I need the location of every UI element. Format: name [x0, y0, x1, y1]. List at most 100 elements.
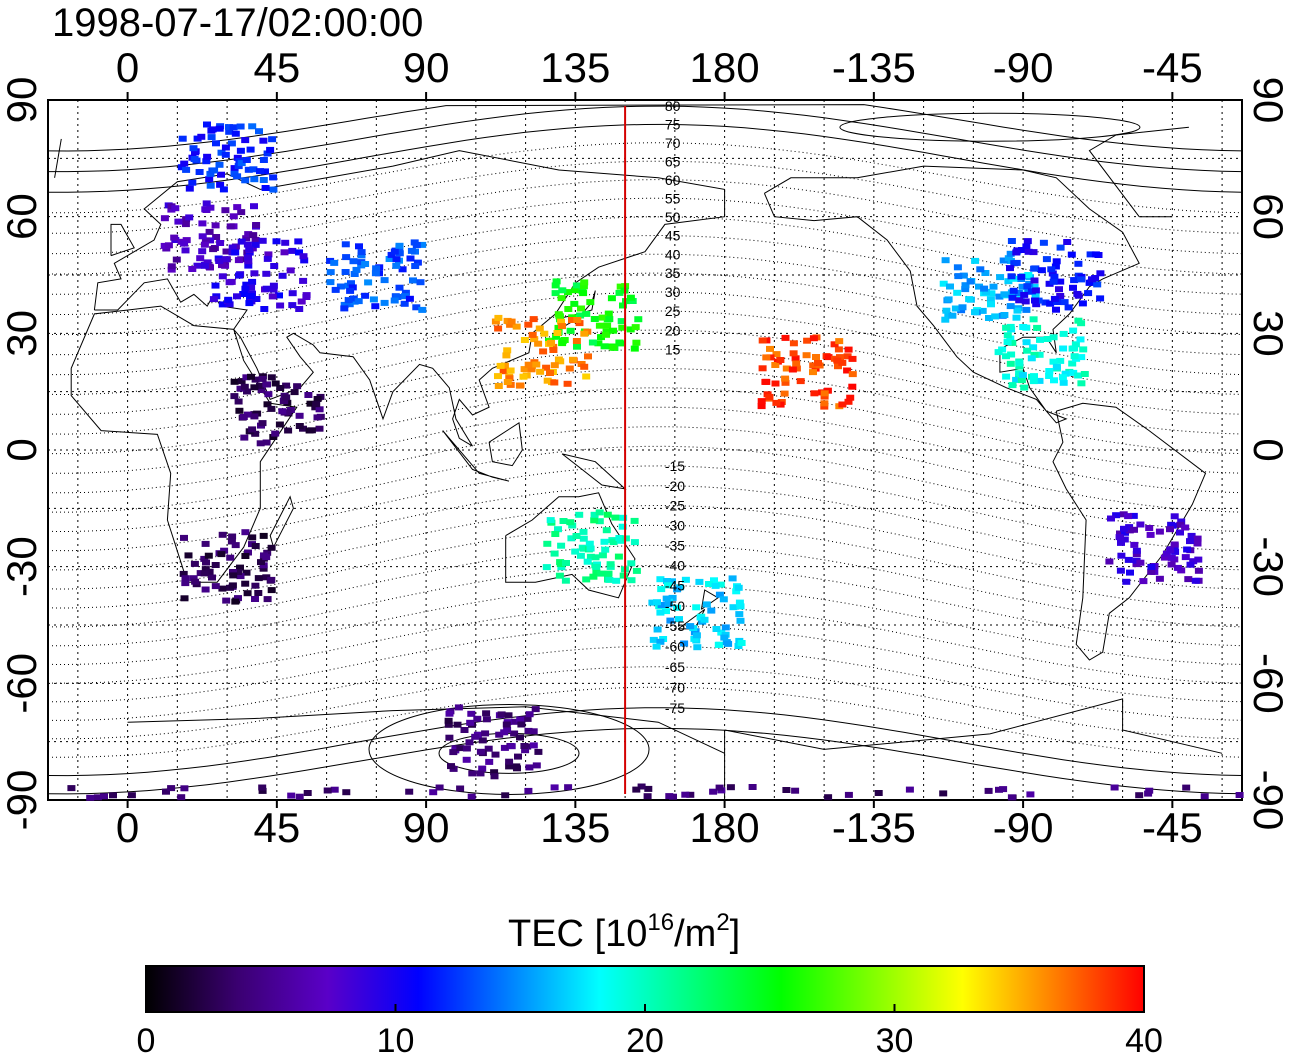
tec-cell — [1069, 369, 1078, 376]
tec-cell — [558, 323, 566, 330]
tec-cell — [757, 403, 766, 410]
tec-cell — [616, 283, 625, 290]
tec-cell — [484, 745, 493, 752]
tec-cell — [250, 203, 258, 210]
tec-cell — [1120, 536, 1129, 543]
tec-cell — [371, 303, 380, 310]
tec-cell — [1030, 277, 1039, 284]
tec-cell — [67, 785, 76, 792]
tec-cell — [312, 401, 321, 408]
magnetic-latitude-contour — [47, 179, 1243, 255]
tec-cell — [160, 215, 169, 222]
tec-cell — [695, 578, 704, 585]
tec-cell — [262, 285, 271, 292]
tec-cell — [180, 160, 189, 167]
tec-cell — [1077, 354, 1086, 361]
magnetic-latitude-label: 80 — [665, 98, 681, 114]
tec-cell — [656, 609, 665, 616]
tec-cell — [984, 787, 993, 794]
tec-cell — [598, 314, 607, 321]
tec-cell — [221, 207, 230, 214]
magnetic-latitude-contour — [47, 387, 1243, 474]
tec-cell — [466, 719, 475, 726]
tec-cell — [524, 727, 533, 734]
tec-cell — [234, 257, 243, 264]
tec-cell — [467, 710, 476, 717]
tec-cell — [605, 576, 614, 583]
magnetic-latitude-contour — [47, 272, 1243, 356]
tec-cell — [241, 529, 250, 536]
tec-cell — [244, 231, 253, 238]
tec-cell — [245, 246, 254, 253]
tec-cell — [326, 269, 335, 276]
magnetic-latitude-contour — [47, 524, 1243, 609]
tec-cell — [781, 379, 790, 386]
tec-cell — [1003, 332, 1012, 339]
tec-cell — [1060, 299, 1069, 306]
tec-cell — [554, 526, 562, 533]
tec-cell — [1129, 512, 1138, 519]
tec-cell — [209, 296, 218, 303]
tec-cell — [598, 552, 607, 559]
tec-cell — [556, 561, 565, 567]
tec-cell — [237, 238, 246, 245]
tec-cell — [572, 533, 581, 539]
tec-cell — [789, 340, 798, 347]
tec-cell — [771, 380, 780, 387]
tec-cell — [571, 287, 580, 294]
tec-cell — [251, 543, 260, 549]
tec-cell — [838, 401, 847, 408]
tec-cell — [234, 569, 243, 575]
tec-cell — [1015, 363, 1024, 370]
tec-cell — [249, 166, 258, 173]
tec-cell — [519, 373, 528, 380]
magnetic-latitude-label: -60 — [665, 638, 685, 654]
tec-cell — [1043, 336, 1052, 342]
tec-cell — [668, 594, 677, 601]
magnetic-latitude-label: 75 — [665, 117, 681, 133]
tec-cell — [758, 337, 767, 344]
tec-cell — [603, 322, 612, 329]
tec-cell — [401, 289, 410, 296]
tec-cell — [830, 341, 839, 348]
tec-cell — [836, 354, 844, 361]
tec-cell — [476, 770, 485, 777]
tec-cell — [276, 302, 285, 309]
tec-cell — [579, 290, 588, 297]
tec-cell — [1194, 567, 1203, 574]
tec-cell — [216, 181, 225, 188]
tec-cell — [566, 327, 575, 334]
magnetic-latitude-contour — [47, 104, 1243, 152]
tec-cell — [728, 575, 737, 582]
tec-cell — [496, 362, 505, 369]
tec-cell — [258, 375, 267, 382]
tec-cell — [844, 791, 853, 798]
tec-cell — [243, 388, 251, 395]
tec-cell — [577, 305, 585, 312]
tec-cell — [250, 176, 259, 183]
tec-cell — [272, 238, 281, 245]
tec-cell — [557, 295, 566, 302]
tec-cell — [395, 242, 404, 249]
tec-cell — [637, 783, 646, 790]
tec-cell — [980, 285, 989, 292]
tec-cell — [196, 255, 205, 262]
tec-cell — [295, 793, 304, 800]
tec-cell — [632, 339, 641, 346]
tec-cell — [560, 337, 569, 343]
tec-cell — [517, 721, 526, 728]
tec-cell — [206, 182, 215, 189]
magnetic-latitude-label: 15 — [665, 341, 681, 357]
tec-cell — [454, 704, 463, 711]
coastline — [1088, 126, 1189, 218]
tec-cell — [259, 137, 268, 144]
tec-cell — [612, 577, 621, 584]
tec-cell — [236, 573, 245, 580]
tec-cell — [766, 354, 775, 361]
tec-cell — [626, 326, 635, 333]
tec-cell — [1063, 239, 1072, 245]
tec-cell — [211, 583, 220, 590]
tec-cell — [609, 539, 618, 546]
tec-cell — [663, 578, 671, 584]
tec-cell — [588, 339, 597, 346]
